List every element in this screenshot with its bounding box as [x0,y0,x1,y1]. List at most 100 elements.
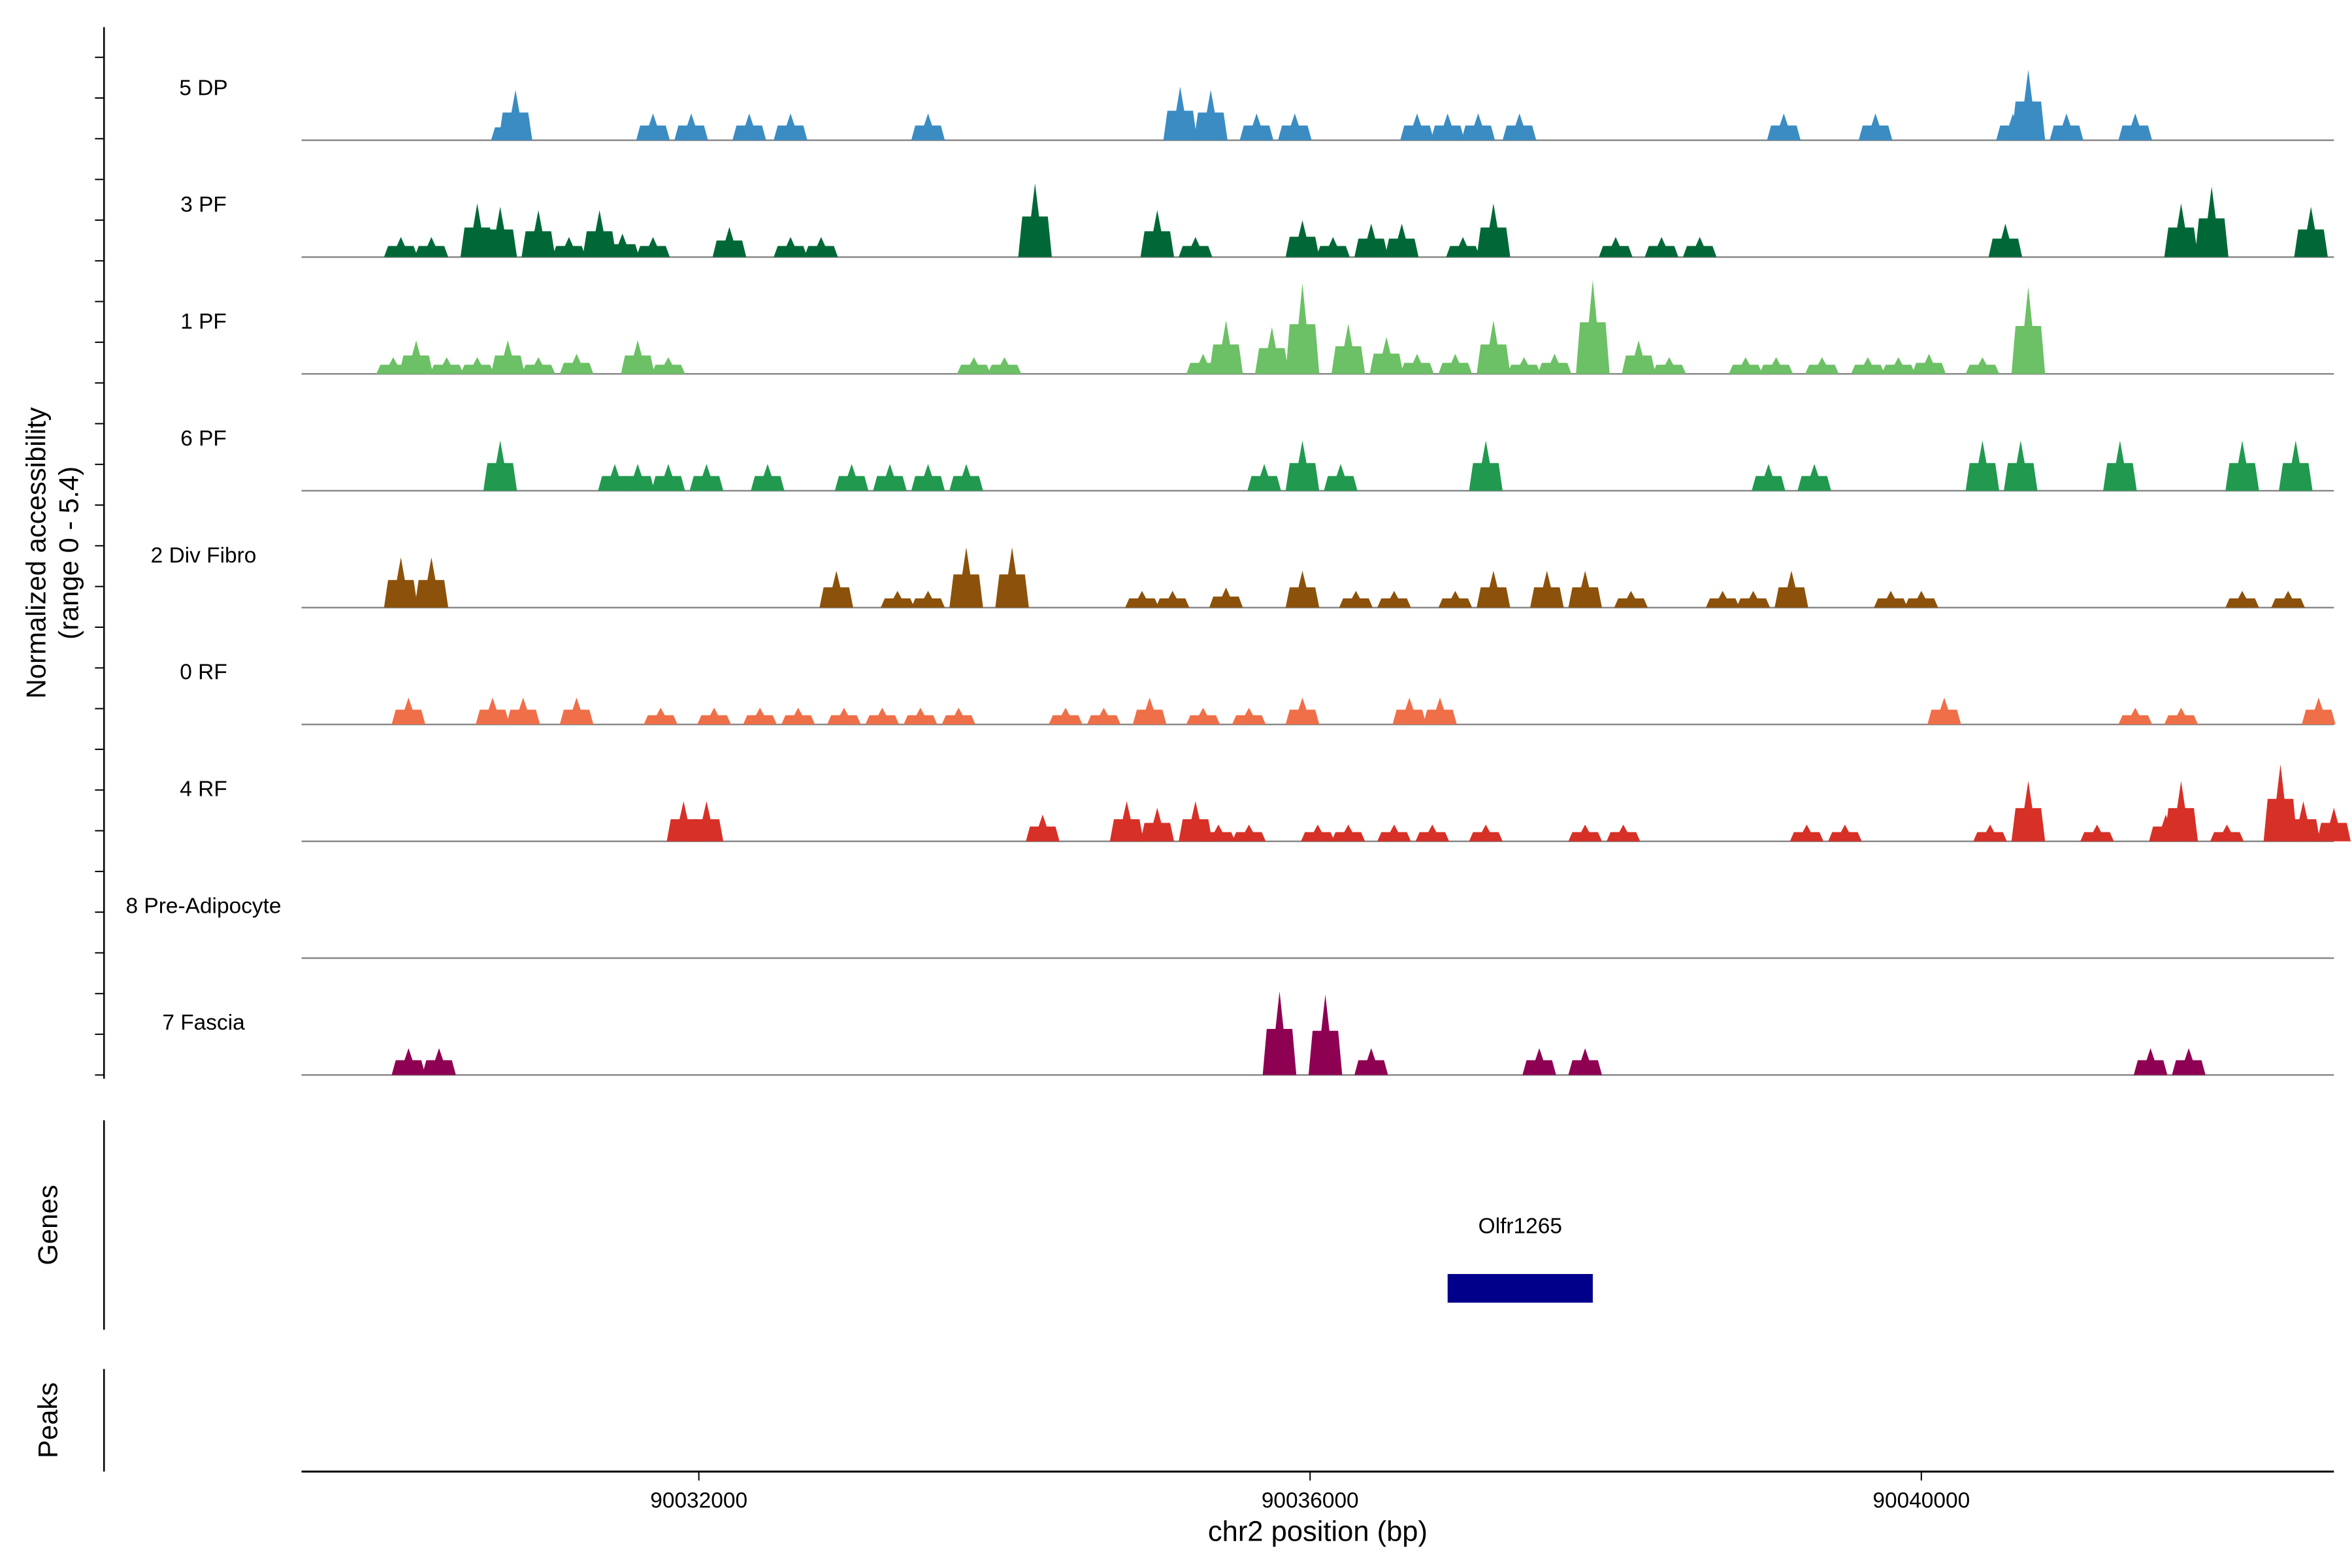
coverage-peak [949,547,983,608]
coverage-peak [636,113,670,140]
track-label: 8 Pre-Adipocyte [126,894,282,918]
coverage-peak [1301,825,1335,841]
coverage-peak [1988,223,2023,257]
coverage-peak [2164,708,2198,725]
coverage-peak [1285,220,1320,257]
coverage-peak [1652,357,1686,374]
coverage-peak [674,113,708,140]
coverage-peak [743,708,777,725]
coverage-peak [2294,206,2328,257]
coverage-peak [521,210,555,257]
coverage-peak [1927,697,1961,725]
coverage-peak [2195,186,2229,257]
coverage-peak [1767,113,1801,140]
coverage-peak [498,90,532,140]
coverage-peak [1179,801,1213,841]
coverage-peak [1285,283,1320,374]
coverage-peak [651,357,685,374]
coverage-peak [430,357,464,374]
coverage-peak [1377,825,1411,841]
coverage-peak [911,113,945,140]
coverage-peak [1278,113,1312,140]
coverage-peak [732,113,766,140]
track-label: 2 Div Fibro [151,544,257,568]
coverage-peak [751,464,785,491]
coverage-peak [384,237,418,257]
coverage-peak [422,1048,456,1075]
coverage-peak [1285,440,1320,491]
coverage-peak [995,547,1029,608]
coverage-peak [391,697,425,725]
coverage-peak [1904,591,1938,608]
coverage-peak [1415,825,1450,841]
coverage-peak [689,801,724,841]
coverage-peak [2011,781,2046,841]
coverage-peak [1789,825,1824,841]
coverage-peak [1086,708,1121,725]
coverage-peak [1400,113,1434,140]
coverage-peak [2263,764,2298,841]
coverage-peak [1965,357,2000,374]
coverage-peak [827,708,861,725]
track-label: 6 PF [180,427,227,451]
coverage-peak [1255,327,1289,374]
coverage-peak [1874,591,1908,608]
coverage-peak [483,440,517,491]
coverage-peak [774,237,808,257]
coverage-peak [1209,320,1243,374]
track-2-div-fibro: 2 Div Fibro [151,544,2334,609]
coverage-peak [1622,340,1656,374]
y-axis-label-line2: (range 0 - 5.4) [53,466,84,640]
coverage-peak [1400,353,1434,374]
coverage-peak [1537,353,1572,374]
coverage-peak [1522,1048,1556,1075]
coverage-peak [1438,591,1473,608]
track-8-pre-adipocyte: 8 Pre-Adipocyte [126,894,2334,959]
coverage-peak [521,357,555,374]
track-7-fascia: 7 Fascia [162,991,2334,1076]
coverage-peak [1828,825,1862,841]
coverage-peak [1568,570,1602,608]
coverage-peak [1232,708,1266,725]
gene-name-label: Olfr1265 [1478,1215,1562,1239]
coverage-peak [1247,464,1281,491]
coverage-peak [1736,591,1771,608]
track-label: 0 RF [180,661,227,685]
coverage-peak [2225,440,2259,491]
coverage-peak [414,237,449,257]
coverage-peak [1354,223,1388,257]
coverage-peak [552,237,586,257]
coverage-peak [1477,320,1511,374]
coverage-peak [1423,697,1457,725]
coverage-peak [1163,86,1198,140]
coverage-peak [559,353,594,374]
coverage-peak [2011,69,2046,140]
coverage-peak [804,237,838,257]
x-tick-label: 90040000 [1872,1489,1970,1513]
coverage-peak [399,340,433,374]
coverage-peak [2118,113,2152,140]
coverage-peak [483,206,517,257]
track-3-pf: 3 PF [180,183,2334,258]
coverage-peak [2172,1048,2206,1075]
genes-panel-label: Genes [33,1184,63,1265]
coverage-peak [2133,1048,2168,1075]
x-tick-label: 90032000 [650,1489,747,1513]
coverage-peak [1354,1048,1388,1075]
coverage-peak [1568,1048,1602,1075]
coverage-peak [1156,591,1190,608]
coverage-peak [1858,113,1893,140]
coverage-peak [1179,237,1213,257]
coverage-peak [1752,464,1786,491]
coverage-peak [1797,464,1831,491]
track-4-rf: 4 RF [180,764,2351,842]
coverage-peak [1507,357,1541,374]
coverage-peak [2164,781,2198,841]
coverage-peak [1882,357,1916,374]
coverage-peak [2118,708,2152,725]
coverage-peak [636,237,670,257]
track-0-rf: 0 RF [180,661,2336,726]
x-tick-label: 90036000 [1262,1489,1359,1513]
coverage-peak [1049,708,1083,725]
